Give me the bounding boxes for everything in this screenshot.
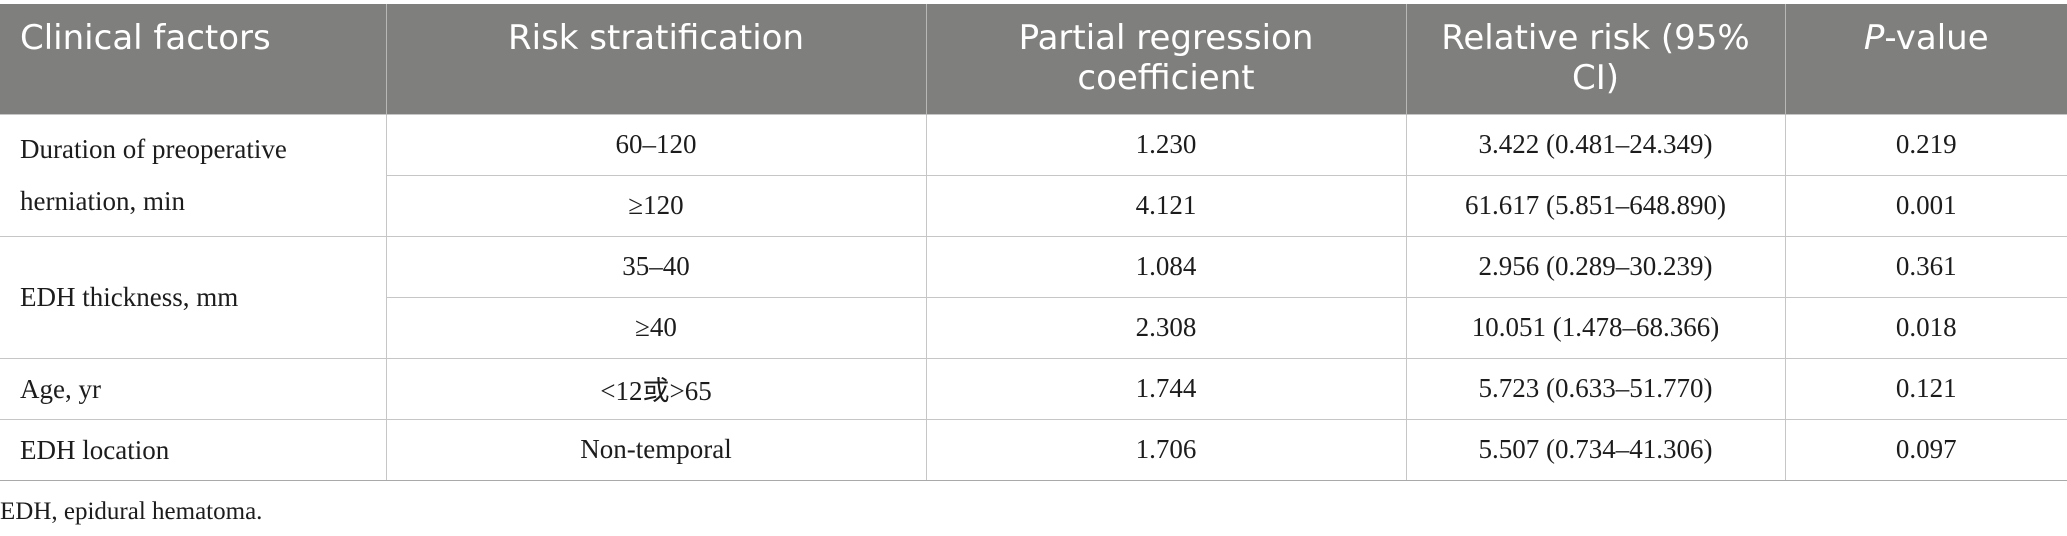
p-cell: 0.121 — [1784, 357, 2067, 420]
header-partial-regression-coefficient: Partial regression coefficient — [925, 4, 1406, 114]
header-p-suffix: -value — [1884, 18, 1989, 58]
risk-cell: 35–40 — [385, 235, 927, 298]
p-cell: 0.219 — [1784, 113, 2067, 176]
rr-cell: 2.956 (0.289–30.239) — [1405, 235, 1786, 298]
p-cell: 0.001 — [1784, 174, 2067, 237]
risk-cell: ≥120 — [385, 174, 927, 237]
header-p-italic: P — [1863, 18, 1885, 58]
coef-cell: 1.706 — [925, 418, 1407, 481]
table-row: EDH location Non-temporal 1.706 5.507 (0… — [0, 418, 2067, 481]
header-risk-stratification: Risk stratification — [385, 4, 926, 114]
factor-duration-line1: Duration of preoperative — [20, 134, 287, 164]
header-relative-risk: Relative risk (95% CI) — [1405, 4, 1785, 114]
rr-cell: 5.723 (0.633–51.770) — [1405, 357, 1786, 420]
header-p-value: P-value — [1784, 4, 2067, 114]
table-row: EDH thickness, mm 35–40 1.084 2.956 (0.2… — [0, 235, 2067, 359]
factor-duration-line2: herniation, min — [20, 186, 185, 216]
header-row: Clinical factors Risk stratification Par… — [0, 4, 2067, 114]
risk-cell: Non-temporal — [385, 418, 927, 481]
table-row: Age, yr <12或>65 1.744 5.723 (0.633–51.77… — [0, 357, 2067, 420]
rr-cell: 5.507 (0.734–41.306) — [1405, 418, 1786, 481]
risk-cell: ≥40 — [385, 296, 927, 359]
table-row: ≥120 4.121 61.617 (5.851–648.890) 0.001 — [0, 174, 2067, 237]
rr-cell: 61.617 (5.851–648.890) — [1405, 174, 1786, 237]
table-row: ≥40 2.308 10.051 (1.478–68.366) 0.018 — [0, 296, 2067, 359]
factor-edh-location: EDH location — [0, 418, 387, 481]
regression-table: Clinical factors Risk stratification Par… — [0, 4, 2067, 481]
rr-cell: 10.051 (1.478–68.366) — [1405, 296, 1786, 359]
coef-cell: 1.084 — [925, 235, 1407, 298]
factor-age: Age, yr — [0, 357, 387, 420]
p-cell: 0.361 — [1784, 235, 2067, 298]
p-cell: 0.018 — [1784, 296, 2067, 359]
table-footnote: EDH, epidural hematoma. — [0, 498, 263, 525]
coef-cell: 2.308 — [925, 296, 1407, 359]
coef-cell: 4.121 — [925, 174, 1407, 237]
rr-cell: 3.422 (0.481–24.349) — [1405, 113, 1786, 176]
p-cell: 0.097 — [1784, 418, 2067, 481]
header-clinical-factors: Clinical factors — [0, 4, 386, 114]
risk-cell: <12或>65 — [385, 357, 927, 420]
factor-edh-thickness: EDH thickness, mm — [0, 235, 387, 359]
risk-cell: 60–120 — [385, 113, 927, 176]
coef-cell: 1.744 — [925, 357, 1407, 420]
coef-cell: 1.230 — [925, 113, 1407, 176]
table-row: Duration of preoperative herniation, min… — [0, 113, 2067, 237]
factor-duration: Duration of preoperative herniation, min — [0, 113, 387, 237]
